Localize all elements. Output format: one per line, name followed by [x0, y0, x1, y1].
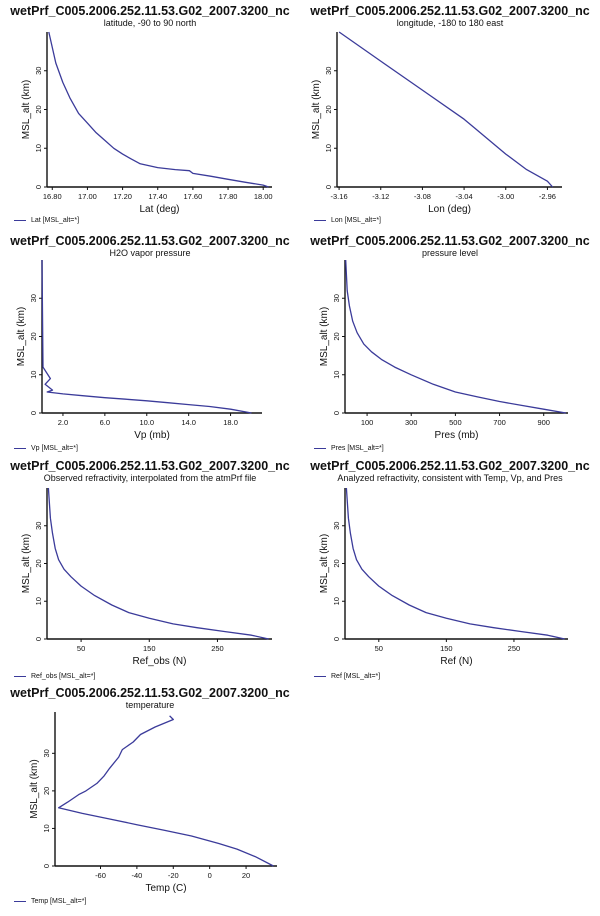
- chart-title: wetPrf_C005.2006.252.11.53.G02_2007.3200…: [10, 686, 290, 700]
- chart-legend: Temp [MSL_alt=*]: [14, 898, 86, 905]
- chart-subtitle: longitude, -180 to 180 east: [396, 18, 504, 28]
- chart-title: wetPrf_C005.2006.252.11.53.G02_2007.3200…: [10, 4, 290, 18]
- chart-subtitle: temperature: [125, 700, 175, 710]
- chart-panel-temp: [0, 686, 300, 916]
- legend-line-swatch: [14, 900, 26, 902]
- chart-subtitle: H2O vapor pressure: [109, 248, 191, 258]
- legend-line-swatch: [314, 675, 326, 677]
- chart-title: wetPrf_C005.2006.252.11.53.G02_2007.3200…: [10, 234, 290, 248]
- legend-label: Vp [MSL_alt=*]: [31, 445, 78, 452]
- legend-line-swatch: [14, 447, 26, 449]
- chart-legend: Pres [MSL_alt=*]: [314, 445, 384, 452]
- chart-title: wetPrf_C005.2006.252.11.53.G02_2007.3200…: [310, 459, 590, 473]
- legend-label: Ref_obs [MSL_alt=*]: [31, 673, 96, 680]
- legend-line-swatch: [314, 447, 326, 449]
- legend-label: Lon [MSL_alt=*]: [331, 217, 382, 224]
- chart-title: wetPrf_C005.2006.252.11.53.G02_2007.3200…: [310, 234, 590, 248]
- chart-panel-lon: [300, 0, 600, 230]
- legend-label: Pres [MSL_alt=*]: [331, 445, 384, 452]
- chart-legend: Lat [MSL_alt=*]: [14, 217, 79, 224]
- legend-line-swatch: [14, 675, 26, 677]
- legend-label: Temp [MSL_alt=*]: [31, 898, 87, 905]
- chart-subtitle: Observed refractivity, interpolated from…: [43, 473, 257, 483]
- legend-line-swatch: [314, 219, 326, 221]
- chart-legend: Lon [MSL_alt=*]: [314, 217, 381, 224]
- legend-line-swatch: [14, 219, 26, 221]
- chart-title: wetPrf_C005.2006.252.11.53.G02_2007.3200…: [310, 4, 590, 18]
- chart-legend: Vp [MSL_alt=*]: [14, 445, 78, 452]
- chart-panel-ref-obs: [0, 458, 300, 686]
- legend-label: Lat [MSL_alt=*]: [31, 217, 80, 224]
- chart-subtitle: pressure level: [421, 248, 479, 258]
- chart-panel-ref: [300, 458, 600, 686]
- chart-panel-vp: [0, 230, 300, 458]
- chart-subtitle: latitude, -90 to 90 north: [103, 18, 197, 28]
- chart-panel-pres: [300, 230, 600, 458]
- chart-subtitle: Analyzed refractivity, consistent with T…: [337, 473, 563, 483]
- chart-panel-lat: [0, 0, 300, 230]
- chart-title: wetPrf_C005.2006.252.11.53.G02_2007.3200…: [10, 459, 290, 473]
- legend-label: Ref [MSL_alt=*]: [331, 673, 381, 680]
- chart-legend: Ref [MSL_alt=*]: [314, 673, 380, 680]
- chart-legend: Ref_obs [MSL_alt=*]: [14, 673, 95, 680]
